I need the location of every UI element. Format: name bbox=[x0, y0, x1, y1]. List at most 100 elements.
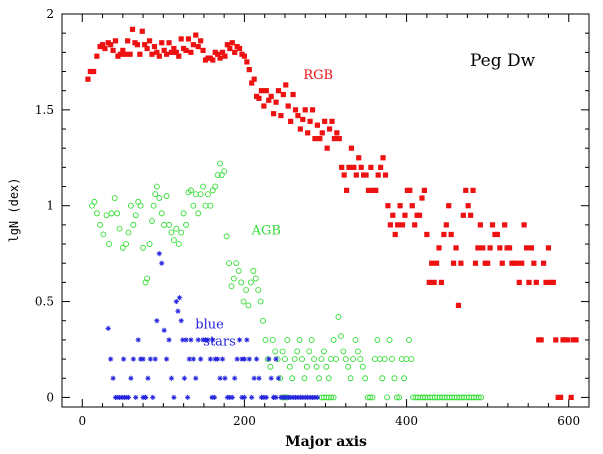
data-point bbox=[244, 337, 250, 343]
data-point bbox=[228, 283, 235, 290]
series-label: RGB bbox=[303, 68, 333, 83]
data-point bbox=[487, 245, 493, 251]
data-point bbox=[236, 337, 243, 343]
data-point bbox=[229, 394, 235, 401]
data-point bbox=[382, 172, 389, 178]
data-point bbox=[241, 356, 248, 362]
data-point bbox=[333, 356, 339, 363]
data-point bbox=[205, 337, 211, 343]
data-point bbox=[168, 49, 175, 55]
data-point bbox=[171, 45, 177, 52]
data-point bbox=[297, 126, 303, 132]
data-point bbox=[133, 394, 139, 401]
data-point bbox=[230, 275, 237, 282]
data-point bbox=[313, 363, 320, 370]
data-point bbox=[181, 375, 188, 381]
data-point bbox=[266, 97, 272, 103]
data-point bbox=[193, 375, 199, 381]
data-point bbox=[433, 260, 440, 266]
data-point bbox=[192, 191, 199, 198]
data-point bbox=[419, 195, 425, 201]
data-point bbox=[460, 212, 466, 218]
y-tick-label: 1 bbox=[46, 199, 54, 213]
data-point bbox=[212, 183, 219, 190]
data-point bbox=[173, 49, 179, 55]
series-agb: AGB bbox=[89, 160, 485, 401]
data-point bbox=[142, 42, 148, 48]
data-point bbox=[175, 308, 181, 314]
data-point bbox=[329, 118, 335, 124]
data-point bbox=[161, 47, 167, 54]
series-layer: RGB AGB blue stars bbox=[85, 26, 579, 401]
data-point bbox=[475, 245, 481, 251]
data-point bbox=[94, 53, 100, 59]
data-point bbox=[295, 113, 301, 119]
y-tick-label: 2 bbox=[46, 7, 54, 21]
data-point bbox=[144, 45, 150, 52]
data-point bbox=[389, 356, 395, 363]
data-point bbox=[395, 222, 401, 228]
data-point bbox=[219, 49, 226, 55]
data-point bbox=[217, 55, 223, 61]
data-point bbox=[129, 26, 136, 32]
data-point bbox=[185, 394, 191, 401]
data-point bbox=[153, 183, 160, 190]
data-point bbox=[207, 356, 213, 362]
data-point bbox=[416, 212, 423, 218]
data-point bbox=[256, 375, 262, 381]
data-point bbox=[296, 336, 303, 343]
data-point bbox=[292, 107, 299, 113]
data-point bbox=[379, 375, 386, 382]
data-point bbox=[308, 336, 315, 343]
data-point bbox=[132, 212, 139, 219]
data-point bbox=[100, 231, 107, 238]
data-point bbox=[108, 210, 115, 217]
data-point bbox=[317, 136, 323, 142]
data-point bbox=[125, 229, 132, 236]
data-point bbox=[193, 32, 199, 38]
data-point bbox=[121, 356, 127, 362]
data-point bbox=[215, 356, 221, 362]
data-point bbox=[353, 172, 359, 178]
data-point bbox=[244, 59, 250, 65]
data-point bbox=[553, 337, 559, 343]
data-point bbox=[424, 231, 430, 238]
data-point bbox=[173, 298, 179, 305]
data-point bbox=[326, 126, 333, 132]
data-point bbox=[421, 187, 428, 193]
data-point bbox=[207, 202, 214, 209]
data-point bbox=[176, 295, 183, 301]
data-point bbox=[358, 164, 364, 170]
data-point bbox=[108, 356, 114, 362]
data-point bbox=[516, 279, 522, 285]
data-point bbox=[431, 279, 437, 285]
data-point bbox=[289, 375, 296, 382]
data-point bbox=[540, 260, 547, 266]
data-point bbox=[528, 245, 535, 251]
data-point bbox=[256, 95, 262, 101]
data-point bbox=[470, 187, 476, 193]
data-point bbox=[198, 356, 204, 362]
data-point bbox=[243, 287, 249, 294]
data-point bbox=[463, 187, 469, 193]
data-point bbox=[275, 375, 282, 381]
data-point bbox=[386, 336, 393, 343]
data-point bbox=[211, 394, 218, 401]
data-point bbox=[335, 313, 342, 320]
data-point bbox=[185, 36, 192, 42]
data-point bbox=[128, 375, 134, 381]
data-point bbox=[176, 53, 182, 59]
data-point bbox=[156, 195, 163, 201]
data-point bbox=[108, 42, 114, 48]
data-point bbox=[521, 222, 527, 228]
data-point bbox=[125, 38, 131, 44]
data-point bbox=[168, 229, 175, 236]
x-axis-label: Major axis bbox=[285, 434, 367, 450]
data-point bbox=[222, 53, 228, 59]
data-point bbox=[367, 394, 374, 401]
data-point bbox=[87, 68, 93, 75]
data-point bbox=[291, 356, 298, 363]
data-point bbox=[117, 51, 123, 57]
data-point bbox=[311, 356, 318, 363]
